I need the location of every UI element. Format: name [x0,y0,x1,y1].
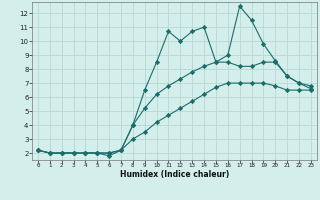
X-axis label: Humidex (Indice chaleur): Humidex (Indice chaleur) [120,170,229,179]
